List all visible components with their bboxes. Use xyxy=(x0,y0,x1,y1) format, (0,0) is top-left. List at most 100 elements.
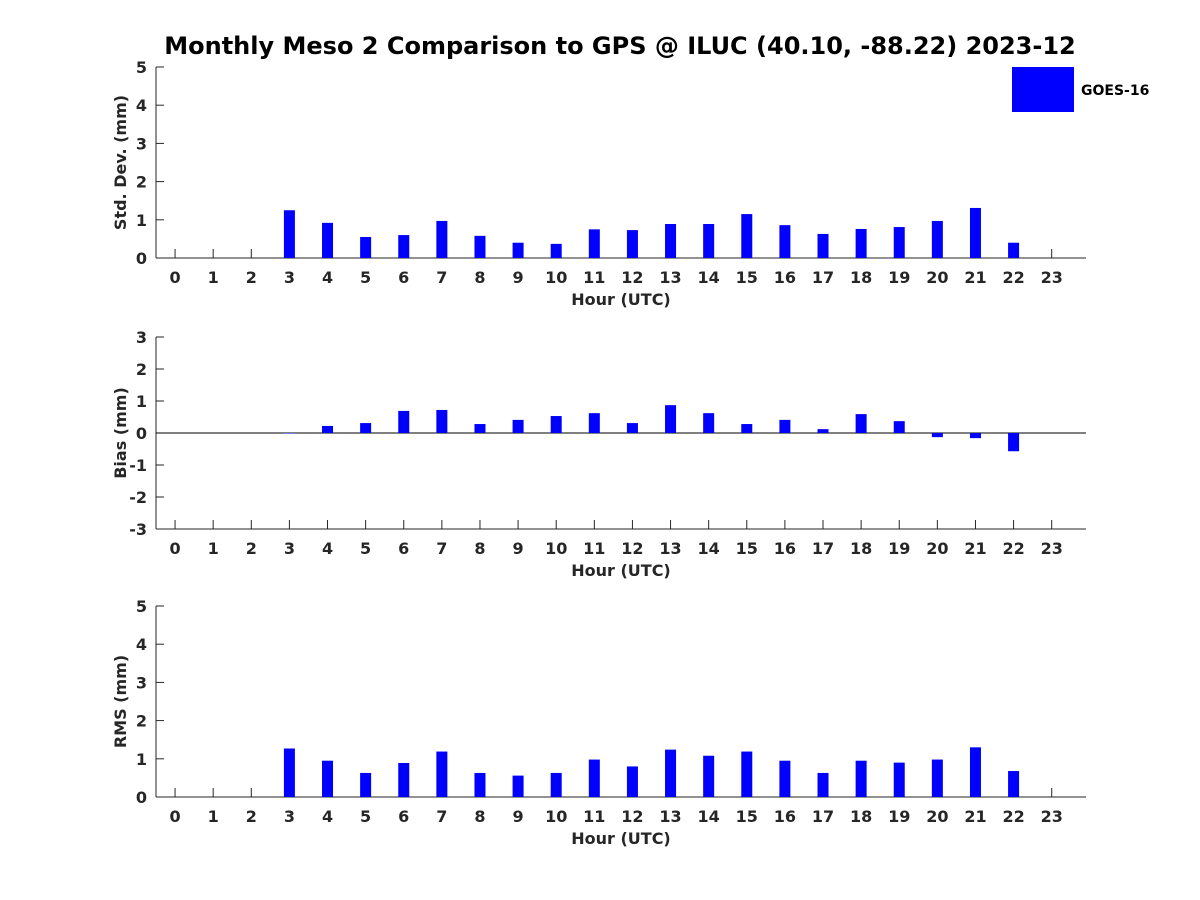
x-tick-label: 0 xyxy=(169,539,180,558)
bar xyxy=(855,760,867,797)
x-tick-label: 10 xyxy=(545,539,567,558)
bar xyxy=(817,429,829,433)
x-tick-label: 11 xyxy=(583,268,605,287)
x-tick-label: 4 xyxy=(322,268,333,287)
x-tick-label: 19 xyxy=(888,807,910,826)
bar xyxy=(474,772,486,797)
x-tick-label: 14 xyxy=(698,539,720,558)
x-axis-label: Hour (UTC) xyxy=(571,561,671,580)
bar xyxy=(626,230,638,258)
bar xyxy=(626,766,638,797)
bar xyxy=(741,214,753,258)
x-tick-label: 15 xyxy=(736,268,758,287)
x-tick-label: 20 xyxy=(926,807,948,826)
x-tick-label: 1 xyxy=(208,807,219,826)
bar xyxy=(931,759,943,797)
x-tick-label: 23 xyxy=(1041,268,1063,287)
bar xyxy=(703,224,715,258)
bar xyxy=(855,414,867,433)
x-tick-label: 7 xyxy=(436,268,447,287)
x-tick-label: 2 xyxy=(246,807,257,826)
bar xyxy=(283,748,295,797)
x-tick-label: 5 xyxy=(360,268,371,287)
bar xyxy=(588,229,600,258)
x-tick-label: 1 xyxy=(208,268,219,287)
bar xyxy=(931,433,943,438)
bar xyxy=(436,409,448,433)
bar xyxy=(512,242,524,258)
legend-swatch xyxy=(1012,67,1074,112)
x-tick-label: 20 xyxy=(926,268,948,287)
bar xyxy=(512,419,524,433)
x-tick-label: 22 xyxy=(1002,807,1024,826)
x-tick-label: 15 xyxy=(736,807,758,826)
bar xyxy=(550,243,562,258)
bar xyxy=(322,425,334,433)
bar xyxy=(283,210,295,258)
bar xyxy=(703,413,715,433)
bar xyxy=(817,772,829,797)
x-tick-label: 2 xyxy=(246,268,257,287)
x-tick-label: 6 xyxy=(398,539,409,558)
x-tick-label: 12 xyxy=(621,539,643,558)
bar xyxy=(550,416,562,433)
bar xyxy=(893,762,905,797)
x-tick-label: 15 xyxy=(736,539,758,558)
x-tick-label: 19 xyxy=(888,268,910,287)
bar xyxy=(398,410,410,433)
x-tick-label: 13 xyxy=(659,268,681,287)
x-tick-label: 9 xyxy=(513,268,524,287)
x-tick-label: 14 xyxy=(698,268,720,287)
bar xyxy=(322,222,334,258)
x-tick-label: 0 xyxy=(169,807,180,826)
y-tick-label: 3 xyxy=(136,134,147,153)
x-axis-label: Hour (UTC) xyxy=(571,829,671,848)
x-tick-label: 5 xyxy=(360,539,371,558)
bar xyxy=(779,419,791,433)
x-tick-label: 16 xyxy=(774,807,796,826)
x-tick-label: 11 xyxy=(583,539,605,558)
y-tick-label: 2 xyxy=(136,712,147,731)
y-axis-label: RMS (mm) xyxy=(111,655,130,748)
x-tick-label: 12 xyxy=(621,268,643,287)
bar xyxy=(474,235,486,258)
bar xyxy=(474,424,486,433)
x-tick-label: 2 xyxy=(246,539,257,558)
x-tick-label: 18 xyxy=(850,268,872,287)
bar xyxy=(360,236,372,258)
bar xyxy=(360,772,372,797)
x-tick-label: 16 xyxy=(774,268,796,287)
y-tick-label: 3 xyxy=(136,328,147,347)
bar xyxy=(512,775,524,797)
x-tick-label: 10 xyxy=(545,268,567,287)
y-axis-label: Bias (mm) xyxy=(111,387,130,479)
x-tick-label: 18 xyxy=(850,539,872,558)
x-tick-label: 8 xyxy=(474,807,485,826)
bar xyxy=(1008,771,1020,797)
y-tick-label: 2 xyxy=(136,360,147,379)
bar xyxy=(703,755,715,797)
bar xyxy=(665,405,677,433)
bar xyxy=(741,751,753,797)
x-tick-label: 3 xyxy=(284,268,295,287)
y-tick-label: 4 xyxy=(136,96,147,115)
bar xyxy=(665,224,677,258)
bar xyxy=(322,760,334,797)
x-tick-label: 17 xyxy=(812,807,834,826)
bar xyxy=(779,760,791,797)
x-tick-label: 9 xyxy=(513,807,524,826)
bar xyxy=(398,235,410,258)
x-tick-label: 16 xyxy=(774,539,796,558)
bar xyxy=(855,228,867,258)
x-tick-label: 21 xyxy=(964,268,986,287)
bar xyxy=(550,772,562,797)
x-tick-label: 11 xyxy=(583,807,605,826)
x-tick-label: 13 xyxy=(659,539,681,558)
y-tick-label: 5 xyxy=(136,58,147,77)
y-tick-label: -3 xyxy=(129,520,147,539)
x-tick-label: 4 xyxy=(322,539,333,558)
y-axis-label: Std. Dev. (mm) xyxy=(111,95,130,230)
